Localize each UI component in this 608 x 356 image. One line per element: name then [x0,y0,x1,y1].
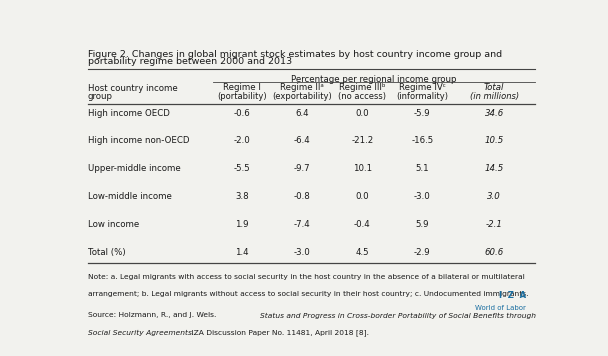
Text: Social Security Agreements.: Social Security Agreements. [88,329,194,336]
Text: World of Labor: World of Labor [475,305,526,311]
Text: -5.5: -5.5 [233,164,250,173]
Text: portability regime between 2000 and 2013: portability regime between 2000 and 2013 [88,57,292,66]
Text: Note: a. Legal migrants with access to social security in the host country in th: Note: a. Legal migrants with access to s… [88,274,525,280]
Text: Regime I: Regime I [223,83,261,92]
Text: Total (%): Total (%) [88,248,125,257]
Text: Regime IIᵃ: Regime IIᵃ [280,83,324,92]
Text: (in millions): (in millions) [469,92,519,101]
Text: Low income: Low income [88,220,139,229]
Text: 60.6: 60.6 [485,248,504,257]
Text: 0.0: 0.0 [356,192,369,201]
Text: 5.9: 5.9 [416,220,429,229]
Text: Low-middle income: Low-middle income [88,192,171,201]
Text: -2.1: -2.1 [486,220,503,229]
Text: 10.1: 10.1 [353,164,372,173]
Text: Upper-middle income: Upper-middle income [88,164,181,173]
Text: -9.7: -9.7 [294,164,311,173]
Text: -0.6: -0.6 [233,109,250,117]
Text: -7.4: -7.4 [294,220,311,229]
Text: -0.8: -0.8 [294,192,311,201]
Text: -0.4: -0.4 [354,220,371,229]
Text: 34.6: 34.6 [485,109,504,117]
Text: Regime IIIᵇ: Regime IIIᵇ [339,83,385,92]
Text: 10.5: 10.5 [485,136,504,146]
Text: 1.4: 1.4 [235,248,249,257]
Text: Host country income: Host country income [88,84,178,93]
Text: Total: Total [484,83,505,92]
Text: High income non-OECD: High income non-OECD [88,136,189,146]
Text: -2.9: -2.9 [414,248,430,257]
Text: arrangement; b. Legal migrants without access to social security in their host c: arrangement; b. Legal migrants without a… [88,291,528,297]
Text: 3.8: 3.8 [235,192,249,201]
Text: -6.4: -6.4 [294,136,311,146]
Text: Percentage per regional income group: Percentage per regional income group [291,75,457,84]
Text: High income OECD: High income OECD [88,109,170,117]
Text: Figure 2. Changes in global migrant stock estimates by host country income group: Figure 2. Changes in global migrant stoc… [88,49,502,59]
Text: Status and Progress in Cross-border Portability of Social Benefits through: Status and Progress in Cross-border Port… [260,313,536,319]
Text: 4.5: 4.5 [356,248,369,257]
Text: 1.9: 1.9 [235,220,249,229]
Text: IZA Discussion Paper No. 11481, April 2018 [8].: IZA Discussion Paper No. 11481, April 20… [189,329,369,336]
Text: I  Z  A: I Z A [499,291,526,300]
Text: 0.0: 0.0 [356,109,369,117]
Text: (informality): (informality) [396,92,448,101]
Text: -2.0: -2.0 [233,136,250,146]
Text: (exportability): (exportability) [272,92,332,101]
Text: Regime IVᶜ: Regime IVᶜ [399,83,446,92]
Text: -3.0: -3.0 [294,248,311,257]
Text: -5.9: -5.9 [414,109,430,117]
Text: Source: Holzmann, R., and J. Wels.: Source: Holzmann, R., and J. Wels. [88,313,218,319]
Text: group: group [88,92,112,101]
Text: 3.0: 3.0 [488,192,501,201]
Text: 5.1: 5.1 [415,164,429,173]
Text: (no access): (no access) [338,92,386,101]
Text: 14.5: 14.5 [485,164,504,173]
Text: -3.0: -3.0 [414,192,430,201]
Text: (portability): (portability) [217,92,267,101]
Text: 6.4: 6.4 [295,109,309,117]
Text: -21.2: -21.2 [351,136,373,146]
Text: -16.5: -16.5 [411,136,434,146]
